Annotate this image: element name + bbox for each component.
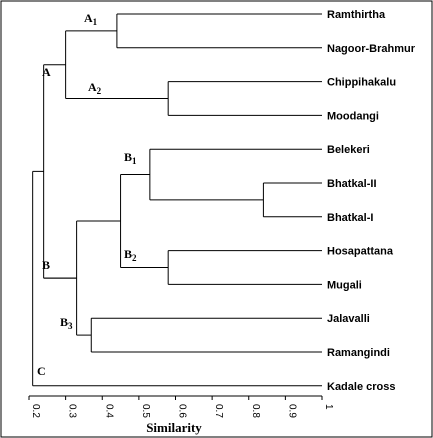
tick-label-5: 0.6 bbox=[177, 404, 188, 418]
leaf-label-7: Bhatkal-I bbox=[327, 212, 373, 224]
leaf-label-6: Bhatkal-II bbox=[327, 178, 377, 190]
leaf-labels: Ramthirtha Nagoor-Brahmur Chippihakalu Mood… bbox=[327, 9, 416, 393]
similarity-axis: 0.2 0.3 0.4 0.5 0.6 0.7 0.8 0.9 1 bbox=[28, 395, 334, 418]
leaf-label-5: Belekeri bbox=[327, 144, 370, 156]
leaf-label-10: Jalavalli bbox=[327, 313, 370, 325]
tick-label-9: 1 bbox=[323, 404, 334, 410]
tick-label-2: 0.3 bbox=[67, 404, 78, 418]
x-axis-title: Similarity bbox=[146, 420, 202, 435]
tick-label-3: 0.4 bbox=[103, 404, 114, 418]
leaf-label-9: Mugali bbox=[327, 279, 362, 291]
tick-label-1: 0.2 bbox=[30, 404, 41, 418]
cluster-label-B: B bbox=[42, 258, 50, 272]
leaf-label-11: Ramangindi bbox=[327, 347, 390, 359]
tick-label-4: 0.5 bbox=[140, 404, 151, 418]
leaf-label-3: Chippihakalu bbox=[327, 77, 396, 89]
tick-label-8: 0.9 bbox=[286, 404, 297, 418]
cluster-label-A: A bbox=[42, 65, 51, 79]
dendrogram-links bbox=[32, 13, 322, 387]
leaf-label-2: Nagoor-Brahmur bbox=[327, 43, 416, 55]
cluster-label-C: C bbox=[37, 364, 46, 378]
tick-label-7: 0.8 bbox=[250, 404, 261, 418]
leaf-label-1: Ramthirtha bbox=[327, 9, 386, 21]
leaf-label-4: Moodangi bbox=[327, 110, 379, 122]
leaf-label-8: Hosapattana bbox=[327, 246, 394, 258]
leaf-label-12: Kadale cross bbox=[327, 381, 395, 393]
tick-label-6: 0.7 bbox=[213, 404, 224, 418]
